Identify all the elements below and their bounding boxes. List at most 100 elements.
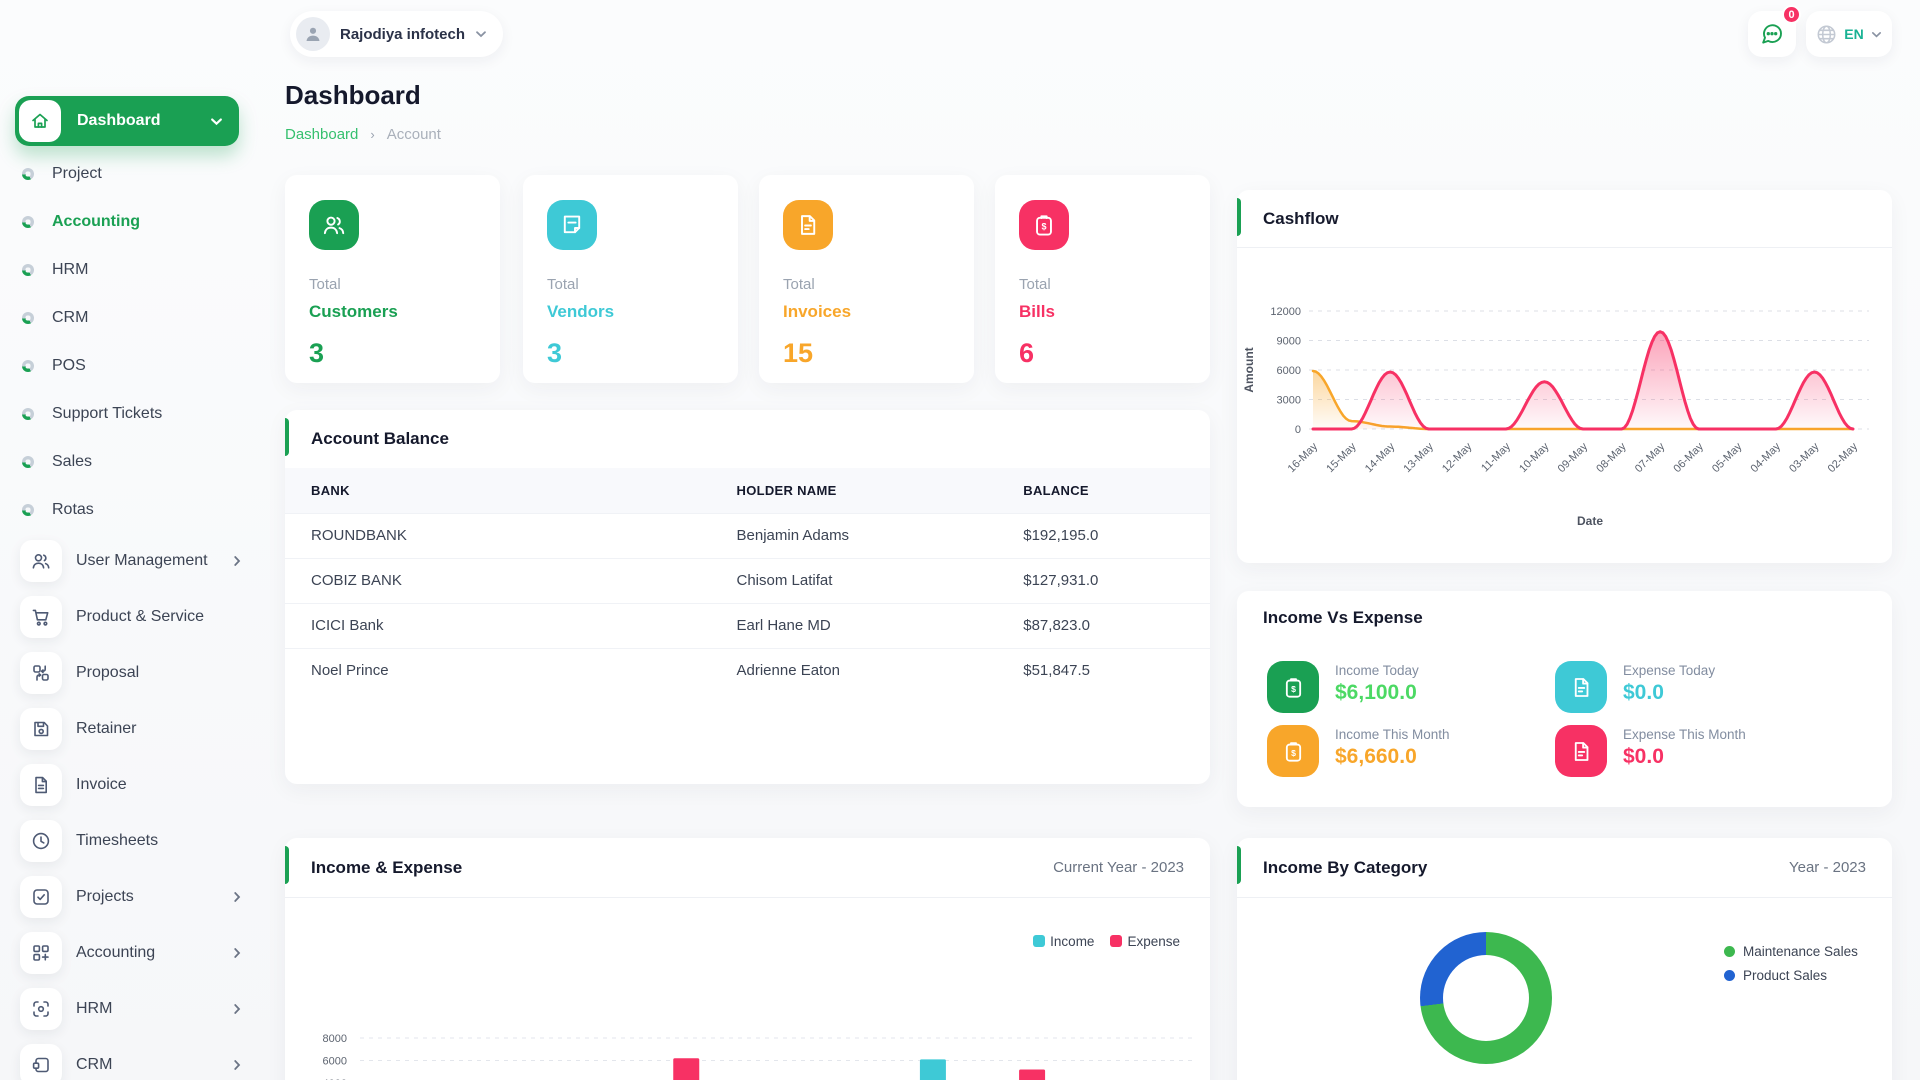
- sidebar-item-label: Project: [52, 165, 102, 182]
- metric-label: Expense Today: [1623, 663, 1716, 678]
- sidebar-item-product-service[interactable]: Product & Service: [20, 595, 245, 639]
- breadcrumb-link-dashboard[interactable]: Dashboard: [285, 126, 359, 143]
- table-row: ICICI Bank Earl Hane MD $87,823.0: [285, 602, 1210, 648]
- svg-text:08-May: 08-May: [1594, 440, 1629, 475]
- chevron-right-icon: [231, 947, 243, 959]
- sidebar-item-label: Dashboard: [77, 112, 161, 129]
- stat-name: Invoices: [783, 302, 852, 321]
- sidebar-item-retainer[interactable]: Retainer: [20, 707, 245, 751]
- cashflow-chart: 0 3000 6000 9000 12000 16-May 15-May 14-May 13-M…: [1242, 306, 1869, 528]
- sidebar-item-accounting-group[interactable]: Accounting: [20, 931, 245, 975]
- bullet-icon: [22, 456, 34, 468]
- grid-plus-icon: [20, 932, 62, 974]
- card-title: Account Balance: [311, 429, 449, 448]
- stat-label: Total: [309, 276, 341, 293]
- cell-balance: $127,931.0: [997, 557, 1210, 603]
- sidebar-item-rotas[interactable]: Rotas: [22, 494, 242, 526]
- sidebar-item-label: CRM: [52, 309, 89, 326]
- sidebar-item-user-management[interactable]: User Management: [20, 539, 245, 583]
- sidebar-item-support-tickets[interactable]: Support Tickets: [22, 398, 242, 430]
- income-by-category-donut: [1420, 932, 1552, 1064]
- sidebar-item-timesheets[interactable]: Timesheets: [20, 819, 245, 863]
- sidebar-item-pos[interactable]: POS: [22, 350, 242, 382]
- breadcrumb-separator: ›: [370, 127, 375, 142]
- sidebar-item-invoice[interactable]: Invoice: [20, 763, 245, 807]
- company-name: Rajodiya infotech: [340, 25, 466, 43]
- sidebar-item-crm-group[interactable]: CRM: [20, 1043, 245, 1080]
- svg-text:11-May: 11-May: [1479, 440, 1513, 474]
- bullet-icon: [22, 216, 34, 228]
- language-selector[interactable]: EN: [1806, 11, 1892, 57]
- income-today-item: $ Income Today $6,100.0: [1267, 661, 1419, 713]
- window-icon: [20, 1044, 62, 1080]
- metric-label: Income This Month: [1335, 727, 1450, 742]
- sidebar-item-projects[interactable]: Projects: [20, 875, 245, 919]
- income-vs-expense-card: Income Vs Expense $ Income Today $6,100.…: [1237, 591, 1892, 807]
- svg-text:09-May: 09-May: [1556, 440, 1591, 475]
- metric-label: Expense This Month: [1623, 727, 1746, 742]
- metric-value: $6,100.0: [1335, 681, 1417, 704]
- svg-text:$: $: [1041, 222, 1046, 232]
- chevron-right-icon: [231, 891, 243, 903]
- sidebar-item-project[interactable]: Project: [22, 158, 242, 190]
- chevron-down-icon: [1871, 29, 1882, 40]
- legend-item-maintenance-sales: Maintenance Sales: [1724, 944, 1858, 959]
- sidebar-item-sales[interactable]: Sales: [22, 446, 242, 478]
- stat-card-invoices: Total Invoices 15: [759, 175, 974, 383]
- svg-text:05-May: 05-May: [1710, 440, 1745, 475]
- language-code: EN: [1844, 26, 1864, 42]
- chart-legend: Income Expense: [1033, 934, 1180, 949]
- stat-card-customers: Total Customers 3: [285, 175, 500, 383]
- cell-balance: $51,847.5: [997, 647, 1210, 693]
- legend-swatch: [1724, 970, 1735, 981]
- sidebar-item-hrm-group[interactable]: HRM: [20, 987, 245, 1031]
- card-title: Income Vs Expense: [1263, 608, 1423, 627]
- sidebar-item-proposal[interactable]: Proposal: [20, 651, 245, 695]
- svg-text:6000: 6000: [323, 1056, 347, 1068]
- sidebar-item-label: Product & Service: [76, 608, 205, 625]
- stat-name: Customers: [309, 302, 398, 321]
- sidebar-item-crm[interactable]: CRM: [22, 302, 242, 334]
- cell-balance: $87,823.0: [997, 602, 1210, 648]
- stat-card-bills: $ Total Bills 6: [995, 175, 1210, 383]
- sidebar-item-label: POS: [52, 357, 86, 374]
- sidebar-item-label: User Management: [76, 552, 208, 569]
- sidebar-item-dashboard[interactable]: Dashboard: [15, 96, 239, 146]
- cell-holder: Earl Hane MD: [710, 602, 998, 648]
- company-avatar: [296, 17, 330, 51]
- note-icon: [547, 200, 597, 250]
- svg-text:04-May: 04-May: [1749, 440, 1784, 475]
- svg-text:06-May: 06-May: [1671, 440, 1706, 475]
- card-accent-bar: [285, 846, 289, 884]
- company-switcher[interactable]: Rajodiya infotech: [290, 11, 504, 57]
- sidebar-item-label: Accounting: [52, 213, 140, 230]
- bullet-icon: [22, 312, 34, 324]
- globe-icon: [1817, 25, 1836, 43]
- bullet-icon: [22, 360, 34, 372]
- legend-item-income: Income: [1033, 934, 1094, 949]
- sidebar-item-hrm[interactable]: HRM: [22, 254, 242, 286]
- expense-today-item: Expense Today $0.0: [1555, 661, 1715, 713]
- svg-text:Date: Date: [1577, 514, 1603, 528]
- cell-holder: Adrienne Eaton: [710, 647, 998, 693]
- svg-text:02-May: 02-May: [1826, 440, 1861, 475]
- svg-text:8000: 8000: [323, 1033, 347, 1045]
- income-expense-card: Income & Expense Current Year - 2023 Inc…: [285, 838, 1210, 1080]
- scan-icon: [20, 988, 62, 1030]
- sidebar-item-label: Support Tickets: [52, 405, 163, 422]
- stat-name: Vendors: [547, 302, 615, 321]
- file-lines-icon: [1555, 725, 1607, 777]
- stat-name: Bills: [1019, 302, 1055, 321]
- svg-text:6000: 6000: [1277, 365, 1301, 377]
- bullet-icon: [22, 408, 34, 420]
- clipboard-dollar-icon: $: [1019, 200, 1069, 250]
- users-icon: [20, 540, 62, 582]
- stat-value: 3: [309, 338, 325, 368]
- card-title: Income & Expense: [311, 857, 463, 877]
- messages-button[interactable]: 0: [1748, 5, 1801, 57]
- column-header-balance: BALANCE: [997, 468, 1210, 513]
- person-icon: [306, 27, 320, 42]
- stat-value: 6: [1019, 338, 1035, 368]
- sidebar-item-accounting[interactable]: Accounting: [22, 206, 242, 238]
